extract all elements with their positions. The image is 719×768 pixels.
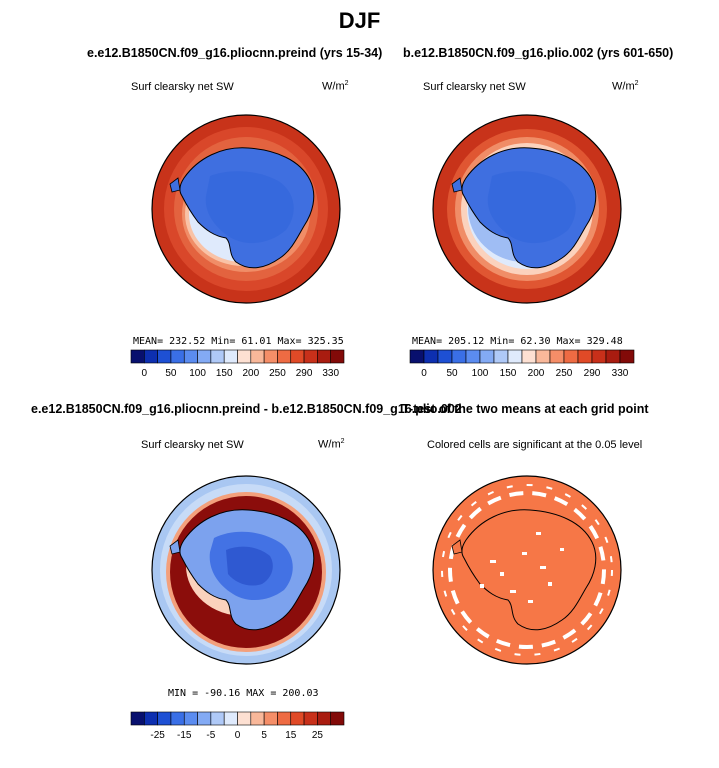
colorbar-tick-label: -25	[150, 730, 165, 741]
panel-3-units: W/m2	[318, 438, 345, 451]
colorbar-swatch	[197, 711, 212, 726]
colorbar-swatch	[157, 711, 172, 726]
colorbar-tick-label: 25	[312, 730, 324, 741]
panel-2-units: W/m2	[612, 80, 639, 93]
panel-2-colorbar: 0 50 100 150 200 250 290 330	[409, 349, 635, 379]
colorbar-swatch	[290, 711, 305, 726]
colorbar-tick-label: 0	[235, 730, 241, 741]
colorbar-swatch	[263, 711, 278, 726]
colorbar-swatch	[317, 349, 331, 364]
panel-1-colorbar: 0 50 100 150 200 250 290 330	[130, 349, 345, 379]
figure-title: DJF	[338, 8, 381, 33]
antarctica-landmass	[461, 509, 597, 631]
colorbar-swatch	[330, 711, 345, 726]
colorbar-swatch	[277, 349, 292, 364]
colorbar-swatch	[303, 711, 318, 726]
colorbar-tick-label: 15	[285, 730, 297, 741]
colorbar-swatch	[330, 349, 345, 364]
colorbar-swatch	[237, 349, 252, 364]
colorbar-tick-label: -15	[177, 730, 192, 741]
colorbar-swatch	[563, 349, 579, 364]
colorbar-swatch	[619, 349, 635, 364]
colorbar-swatch	[577, 349, 593, 364]
colorbar-swatch	[549, 349, 565, 364]
colorbar-swatch	[605, 349, 621, 364]
colorbar-swatch	[263, 349, 278, 364]
colorbar-swatch	[591, 349, 607, 364]
colorbar-tick-label: 0	[421, 368, 427, 379]
colorbar-swatch	[237, 711, 252, 726]
colorbar-swatch	[144, 711, 158, 726]
colorbar-swatch	[303, 349, 318, 364]
colorbar-swatch	[210, 349, 225, 364]
colorbar-swatch	[507, 349, 523, 364]
colorbar-swatch	[521, 349, 537, 364]
colorbar-swatch	[250, 349, 265, 364]
colorbar-tick-label: 290	[584, 368, 601, 379]
colorbar-swatch	[210, 711, 225, 726]
colorbar-swatch	[223, 349, 238, 364]
colorbar-tick-label: 0	[142, 368, 148, 379]
colorbar-tick-label: 200	[242, 368, 259, 379]
colorbar-swatch	[223, 711, 238, 726]
colorbar-swatch	[130, 711, 145, 726]
colorbar-swatch	[197, 349, 212, 364]
colorbar-swatch	[451, 349, 467, 364]
colorbar-swatch	[183, 711, 198, 726]
colorbar-swatch	[290, 349, 305, 364]
panel-2-title: b.e12.B1850CN.f09_g16.plio.002 (yrs 601-…	[403, 46, 674, 60]
colorbar-swatch	[250, 711, 265, 726]
colorbar-tick-label: 290	[296, 368, 313, 379]
colorbar-swatch	[157, 349, 172, 364]
colorbar-swatch	[170, 349, 185, 364]
colorbar-swatch	[409, 349, 425, 364]
colorbar-tick-label: 330	[322, 368, 339, 379]
colorbar-swatch	[183, 349, 198, 364]
colorbar-tick-label: 250	[269, 368, 286, 379]
panel-1-title: e.e12.B1850CN.f09_g16.pliocnn.preind (yr…	[87, 46, 383, 60]
panel-3-variable: Surf clearsky net SW	[141, 439, 244, 451]
colorbar-swatch	[465, 349, 481, 364]
colorbar-tick-label: 5	[261, 730, 267, 741]
panel-4-subtitle: Colored cells are significant at the 0.0…	[427, 439, 643, 451]
panel-1-stats: MEAN= 232.52 Min= 61.01 Max= 325.35	[133, 336, 344, 347]
colorbar-tick-label: 330	[612, 368, 629, 379]
panel-1-variable: Surf clearsky net SW	[131, 81, 234, 93]
colorbar-swatch	[170, 711, 185, 726]
colorbar-swatch	[144, 349, 158, 364]
colorbar-tick-label: 150	[216, 368, 233, 379]
colorbar-tick-label: 50	[165, 368, 177, 379]
colorbar-swatch	[493, 349, 509, 364]
colorbar-swatch	[317, 711, 331, 726]
colorbar-swatch	[423, 349, 439, 364]
colorbar-tick-label: 100	[189, 368, 206, 379]
colorbar-tick-label: 250	[556, 368, 573, 379]
panel-3-colorbar: -25 -15 -5 0 5 15 25	[130, 711, 345, 741]
colorbar-tick-label: 50	[446, 368, 458, 379]
colorbar-tick-label: 200	[528, 368, 545, 379]
colorbar-swatch	[437, 349, 453, 364]
colorbar-swatch	[277, 711, 292, 726]
colorbar-swatch	[479, 349, 495, 364]
colorbar-swatch	[130, 349, 145, 364]
colorbar-tick-label: -5	[206, 730, 215, 741]
panel-4-title: T-test of the two means at each grid poi…	[402, 402, 649, 416]
panel-1-units: W/m2	[322, 80, 349, 93]
panel-3-stats: MIN = -90.16 MAX = 200.03	[168, 688, 319, 699]
colorbar-tick-label: 150	[500, 368, 517, 379]
panel-3-title: e.e12.B1850CN.f09_g16.pliocnn.preind - b…	[31, 402, 462, 416]
panel-2-variable: Surf clearsky net SW	[423, 81, 526, 93]
colorbar-swatch	[535, 349, 551, 364]
panel-2-stats: MEAN= 205.12 Min= 62.30 Max= 329.48	[412, 336, 623, 347]
colorbar-tick-label: 100	[472, 368, 489, 379]
